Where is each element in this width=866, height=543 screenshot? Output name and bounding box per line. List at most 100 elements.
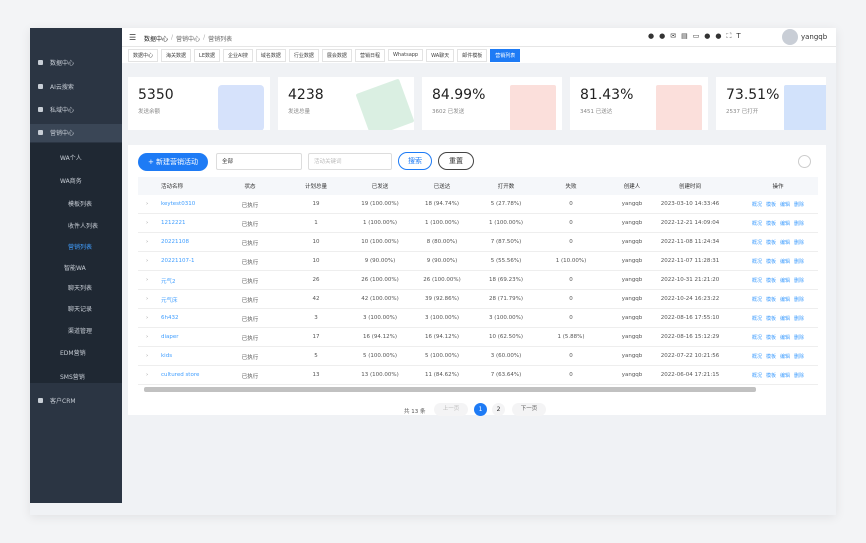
row-action[interactable]: 删除 [794,297,805,303]
row-action[interactable]: 删除 [794,316,805,322]
row-action[interactable]: 模板 [766,316,777,322]
crumb[interactable]: 数据中心 [144,36,169,43]
tab[interactable]: 营销日程 [354,48,385,62]
crumb[interactable]: 营销中心 [176,36,201,43]
row-action[interactable]: 删除 [794,354,805,360]
row-action[interactable]: 模板 [766,221,777,227]
sidebar-item[interactable]: AI云搜索 [50,84,74,91]
sidebar-item[interactable]: 聊天记录 [68,306,93,313]
campaign-name[interactable]: 20221107-1 [161,258,195,264]
tab[interactable]: Whatsapp [387,49,424,61]
row-action[interactable]: 删除 [794,373,805,379]
row-action[interactable]: 编辑 [780,373,791,379]
campaign-name[interactable]: cultured store [161,372,200,378]
expand-arrow[interactable]: › [146,353,149,359]
refresh-button[interactable] [798,155,811,168]
row-action[interactable]: 概况 [752,335,763,341]
tab[interactable]: 行业数据 [288,48,319,62]
expand-arrow[interactable]: › [146,239,149,245]
row-action[interactable]: 概况 [752,259,763,265]
sidebar-item[interactable]: WA商务 [60,178,82,185]
row-action[interactable]: 模板 [766,278,777,284]
row-action[interactable]: 模板 [766,335,777,341]
campaign-name[interactable]: 元气床 [161,298,178,304]
row-action[interactable]: 编辑 [780,202,791,208]
expand-arrow[interactable]: › [146,372,149,378]
sidebar-item[interactable]: 客户CRM [50,398,76,405]
status-select[interactable]: 全部 [216,153,302,170]
sidebar-item[interactable]: EDM营销 [60,350,86,357]
row-action[interactable]: 删除 [794,335,805,341]
row-action[interactable]: 概况 [752,202,763,208]
tab[interactable]: 企业AI搜 [222,48,253,62]
row-action[interactable]: 概况 [752,221,763,227]
row-action[interactable]: 模板 [766,354,777,360]
avatar[interactable] [782,29,798,45]
tab[interactable]: 海关数据 [161,48,192,62]
sidebar-item[interactable]: 收件人列表 [68,223,99,230]
row-action[interactable]: 模板 [766,202,777,208]
row-action[interactable]: 编辑 [780,259,791,265]
scrollbar[interactable] [144,387,756,392]
sidebar-item[interactable]: 渠道管理 [68,328,93,335]
toolbar-icons[interactable]: ●●✉▤▭●●⛶T [648,32,746,40]
sidebar-item[interactable]: 模板列表 [68,201,93,208]
row-action[interactable]: 概况 [752,373,763,379]
expand-arrow[interactable]: › [146,334,149,340]
row-action[interactable]: 编辑 [780,240,791,246]
row-action[interactable]: 删除 [794,202,805,208]
row-action[interactable]: 概况 [752,354,763,360]
row-action[interactable]: 编辑 [780,221,791,227]
row-action[interactable]: 模板 [766,373,777,379]
tab[interactable]: 域名数据 [255,48,286,62]
tab[interactable]: LE数据 [194,48,220,62]
sidebar-item[interactable]: SMS营销 [60,374,85,381]
row-action[interactable]: 编辑 [780,297,791,303]
tab[interactable]: 邮件模板 [457,48,488,62]
create-button[interactable]: + 新建营销活动 [138,153,208,171]
campaign-name[interactable]: kids [161,353,173,359]
campaign-name[interactable]: 1212221 [161,220,186,226]
campaign-name[interactable]: 20221108 [161,239,189,245]
row-action[interactable]: 删除 [794,221,805,227]
row-action[interactable]: 概况 [752,316,763,322]
campaign-name[interactable]: keytest0310 [161,201,196,207]
row-action[interactable]: 模板 [766,259,777,265]
row-action[interactable]: 概况 [752,240,763,246]
sidebar-item[interactable]: 私域中心 [50,107,75,114]
row-action[interactable]: 删除 [794,259,805,265]
tab[interactable]: 数据中心 [128,48,159,62]
row-action[interactable]: 模板 [766,297,777,303]
page-button[interactable]: 1 [474,403,487,416]
expand-arrow[interactable]: › [146,220,149,226]
expand-arrow[interactable]: › [146,258,149,264]
campaign-name[interactable]: 6h432 [161,315,179,321]
tab[interactable]: 展会数据 [321,48,352,62]
prev-button[interactable]: 上一页 [434,403,468,416]
expand-arrow[interactable]: › [146,201,149,207]
row-action[interactable]: 删除 [794,240,805,246]
row-action[interactable]: 概况 [752,278,763,284]
tab[interactable]: WA聊天 [426,48,455,62]
menu-icon[interactable]: ☰ [129,33,137,42]
keyword-input[interactable]: 活动关键词 [308,153,392,170]
row-action[interactable]: 概况 [752,297,763,303]
expand-arrow[interactable]: › [146,296,149,302]
row-action[interactable]: 编辑 [780,335,791,341]
sidebar-item[interactable]: 聊天列表 [68,285,93,292]
row-action[interactable]: 编辑 [780,316,791,322]
tab[interactable]: 营销列表 [490,48,521,62]
sidebar-item[interactable]: 智能WA [64,265,86,272]
page-button[interactable]: 2 [492,403,505,416]
search-button[interactable]: 搜索 [398,152,432,170]
row-action[interactable]: 编辑 [780,278,791,284]
reset-button[interactable]: 重置 [438,152,474,170]
expand-arrow[interactable]: › [146,315,149,321]
sidebar-item[interactable]: 数据中心 [50,60,75,67]
row-action[interactable]: 模板 [766,240,777,246]
sidebar-item[interactable]: 营销中心 [50,130,75,137]
expand-arrow[interactable]: › [146,277,149,283]
next-button[interactable]: 下一页 [512,403,546,416]
campaign-name[interactable]: diaper [161,334,179,340]
user-name[interactable]: yangqb [801,33,828,41]
